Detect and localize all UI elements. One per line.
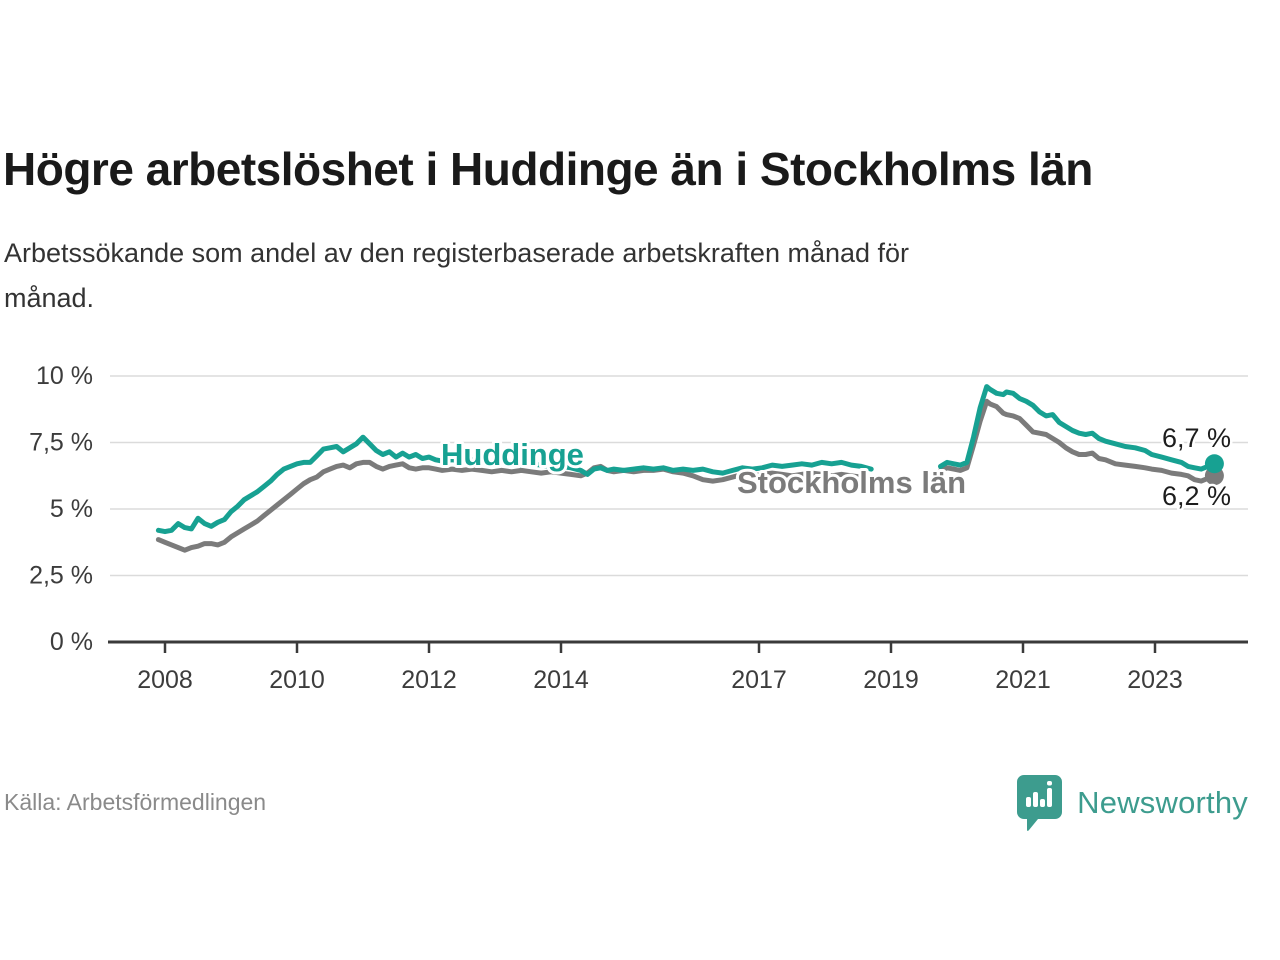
x-tick-label: 2012	[401, 666, 457, 694]
newsworthy-wordmark: Newsworthy	[1077, 785, 1248, 820]
y-tick-label: 10 %	[36, 362, 93, 390]
y-tick-label: 5 %	[50, 495, 93, 523]
x-tick-label: 2019	[863, 666, 919, 694]
end-value-label-stockholms-lan: 6,2 %	[1162, 481, 1231, 511]
page-subtitle: Arbetssökande som andel av den registerb…	[4, 231, 1224, 321]
x-tick-label: 2008	[137, 666, 193, 694]
series-line-stockholms-lan	[155, 398, 1217, 553]
y-tick-label: 0 %	[50, 628, 93, 656]
end-value-label-huddinge: 6,7 %	[1162, 423, 1231, 453]
y-tick-label: 2,5 %	[29, 562, 93, 590]
y-tick-label: 7,5 %	[29, 429, 93, 457]
series-line-huddinge	[155, 384, 1217, 535]
subtitle-line-2: månad.	[4, 283, 95, 313]
x-tick-label: 2023	[1127, 666, 1183, 694]
newsworthy-icon	[1016, 774, 1063, 832]
source-caption: Källa: Arbetsförmedlingen	[4, 789, 267, 815]
x-tick-label: 2014	[533, 666, 589, 694]
unemployment-line-chart: 0 % 2,5 % 5 % 7,5 % 10 % 2008 2010 2012 2014 2017…	[29, 362, 1248, 694]
series-label-huddinge: Huddinge	[441, 437, 584, 472]
x-tick-label: 2017	[731, 666, 787, 694]
newsworthy-logo[interactable]: Newsworthy	[1016, 774, 1248, 832]
x-tick-label: 2021	[995, 666, 1051, 694]
subtitle-line-1: Arbetssökande som andel av den registerb…	[4, 238, 910, 268]
x-tick-label: 2010	[269, 666, 325, 694]
end-dot-huddinge	[1204, 454, 1224, 474]
page-title: Högre arbetslöshet i Huddinge än i Stock…	[3, 143, 1093, 195]
series-label-stockholms-lan: Stockholms län	[737, 465, 966, 500]
